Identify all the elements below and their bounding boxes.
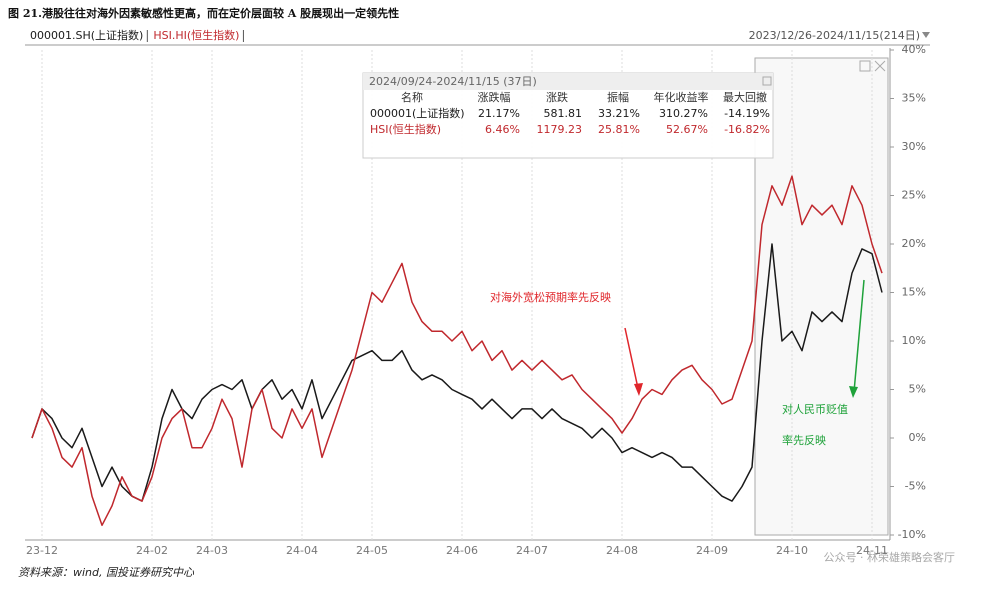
annotation-arrow [853,279,865,393]
y-tick-label: 5% [909,383,926,396]
x-tick-label: 24-07 [516,544,548,557]
x-tick-label: 24-11 [856,544,888,557]
annotation: 对海外宽松预期率先反映 [490,290,611,304]
y-tick-label: 35% [902,92,926,105]
x-tick-label: 24-05 [356,544,388,557]
table-column-header: 振幅 [607,90,629,104]
watermark: 公众号 · 林荣雄策略会客厅 [824,550,956,564]
table-cell: -14.19% [724,107,770,120]
legend-label: HSI.HI(恒生指数) [153,28,239,42]
x-tick-label: 24-02 [136,544,168,557]
y-tick-label: -10% [898,528,926,541]
y-tick-label: 25% [902,189,926,202]
highlight-region [754,57,889,536]
table-cell: 6.46% [485,123,520,136]
annotation: 率先反映 [782,433,826,447]
annotation: 对人民币贬值 [782,402,848,416]
y-tick-label: -5% [905,480,926,493]
table-column-header: 涨跌 [546,90,568,104]
table-column-header: 涨跌幅 [478,90,511,104]
x-tick-label: 24-04 [286,544,318,557]
table-column-header: 名称 [401,90,423,104]
x-tick-label: 24-09 [696,544,728,557]
table-column-header: 年化收益率 [654,90,709,104]
y-tick-label: 10% [902,334,926,347]
x-tick-label: 24-03 [196,544,228,557]
table-cell: 21.17% [478,107,520,120]
legend-label: 000001.SH(上证指数) [30,28,143,42]
x-tick-label: 23-12 [26,544,58,557]
dropdown-icon [922,32,930,38]
y-tick-label: 0% [909,431,926,444]
icon [859,60,871,72]
y-tick-label: 40% [902,43,926,56]
arrow-head [849,386,858,398]
table-cell: 310.27% [659,107,708,120]
table-cell: 33.21% [598,107,640,120]
series-line [31,243,883,502]
icon [762,76,772,86]
table-cell: 000001(上证指数) [370,106,465,120]
x-tick-label: 24-06 [446,544,478,557]
annotation-arrow [624,327,640,394]
x-tick-label: 24-10 [776,544,808,557]
table-cell: -16.82% [724,123,770,136]
date-range: 2023/12/26-2024/11/15(214日) [749,29,920,42]
arrow-head [634,383,643,396]
y-tick-label: 30% [902,140,926,153]
chart-title: 图 21.港股往往对海外因素敏感性更高，而在定价层面较 A 股展现出一定领先性 [8,6,399,20]
series-line [31,175,883,527]
table-cell: 581.81 [544,107,583,120]
table-column-header: 最大回撤 [723,90,767,104]
x-tick-label: 24-08 [606,544,638,557]
y-tick-label: 15% [902,286,926,299]
table-cell: 52.67% [666,123,708,136]
table-cell: 1179.23 [537,123,583,136]
table-title: 2024/09/24-2024/11/15 (37日) [369,75,537,88]
table-header-bg [363,73,773,90]
table-cell: 25.81% [598,123,640,136]
table-cell: HSI(恒生指数) [370,122,441,136]
source-note: 资料来源：wind, 国投证券研究中心 [18,566,195,579]
icon [874,60,886,72]
y-tick-label: 20% [902,237,926,250]
